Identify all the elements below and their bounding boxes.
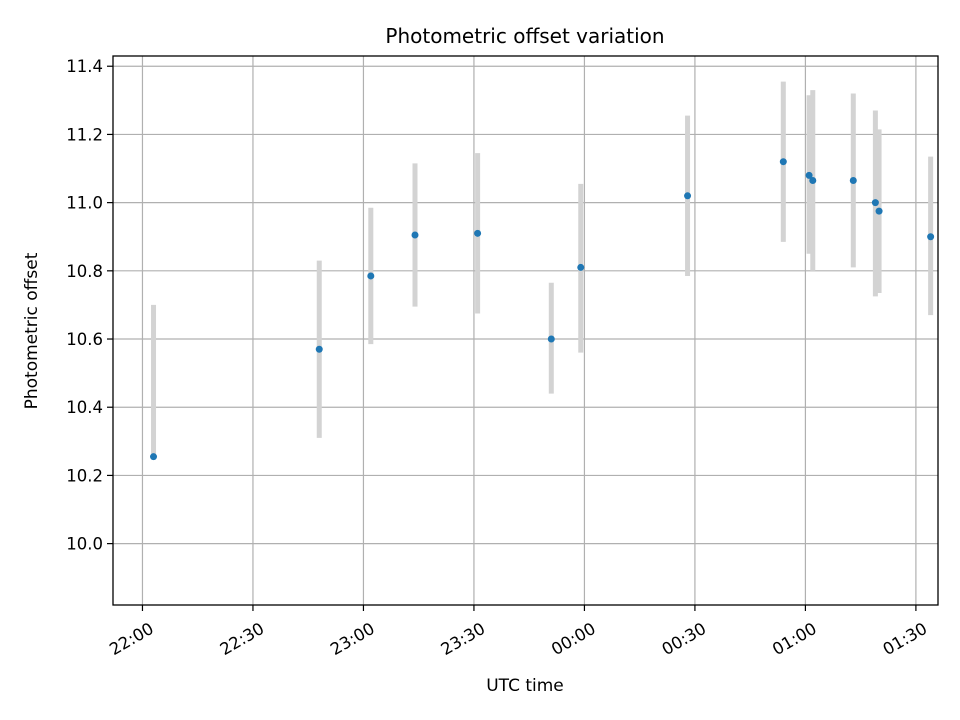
y-tick-label: 11.2 [66, 125, 103, 144]
data-point [684, 192, 692, 200]
data-point [875, 207, 883, 215]
y-tick-label: 10.4 [66, 398, 103, 417]
data-point [411, 231, 419, 239]
data-point [779, 158, 787, 166]
y-tick-label: 11.4 [66, 57, 103, 76]
data-point [805, 171, 813, 179]
y-tick-label: 10.6 [66, 330, 103, 349]
y-axis: 10.0 10.2 10.4 10.6 10.8 11.0 11.2 11.4 [66, 57, 113, 554]
data-point [577, 263, 585, 271]
data-point [474, 229, 482, 237]
data-point [547, 335, 555, 343]
data-point [927, 233, 935, 241]
y-tick-label: 10.8 [66, 262, 103, 281]
x-axis-label: UTC time [486, 676, 564, 696]
chart-title: Photometric offset variation [385, 24, 664, 48]
y-axis-label: Photometric offset [22, 252, 42, 409]
data-points [150, 158, 935, 461]
data-point [315, 345, 323, 353]
data-point [809, 176, 817, 184]
plot-frame [112, 55, 939, 606]
data-point [367, 272, 375, 280]
y-tick-label: 10.2 [66, 466, 103, 485]
data-point [871, 199, 879, 207]
y-tick-label: 11.0 [66, 194, 103, 213]
data-point [849, 176, 857, 184]
data-point [150, 453, 158, 461]
y-tick-label: 10.0 [66, 535, 103, 554]
grid [113, 56, 938, 605]
